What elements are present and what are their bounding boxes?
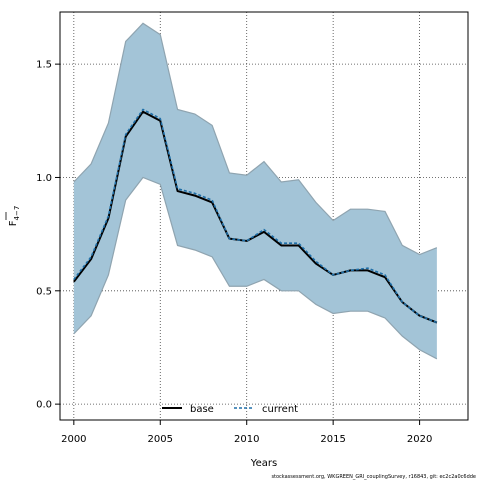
x-tick-label: 2020 (407, 434, 432, 445)
y-axis-title-main: F (8, 220, 19, 226)
series-line-current (73, 108, 438, 324)
y-tick-label: 0.0 (36, 400, 52, 411)
legend-label-current: current (262, 404, 298, 415)
y-axis: 0.0 0.5 1.0 1.5 (36, 60, 60, 411)
y-tick-label: 1.0 (36, 173, 52, 184)
x-tick-label: 2005 (148, 434, 173, 445)
x-axis-title: Years (250, 458, 277, 469)
x-tick-label: 2000 (61, 434, 86, 445)
series-line-base (73, 110, 438, 324)
confidence-band-area (73, 23, 437, 359)
legend-label-base: base (190, 404, 214, 415)
y-axis-title-subscript: 4−7 (13, 206, 21, 221)
confidence-band-lower-edge (73, 176, 438, 360)
plot-frame (59, 11, 469, 421)
y-axis-title-group: F4−7 (5, 206, 21, 227)
footnote: stockassessment.org, WKGREEN_GRI_couplin… (271, 474, 476, 480)
x-tick-label: 2015 (320, 434, 345, 445)
y-tick-label: 0.5 (36, 286, 52, 297)
confidence-band-upper-edge (73, 22, 438, 256)
y-axis-title: F4−7 (8, 206, 21, 227)
series-lines (73, 108, 438, 324)
y-tick-label: 1.5 (36, 60, 52, 71)
legend: base current (162, 404, 298, 415)
confidence-band (73, 22, 438, 360)
x-axis: 2000 2005 2010 2015 2020 (61, 420, 432, 445)
x-tick-label: 2010 (234, 434, 259, 445)
